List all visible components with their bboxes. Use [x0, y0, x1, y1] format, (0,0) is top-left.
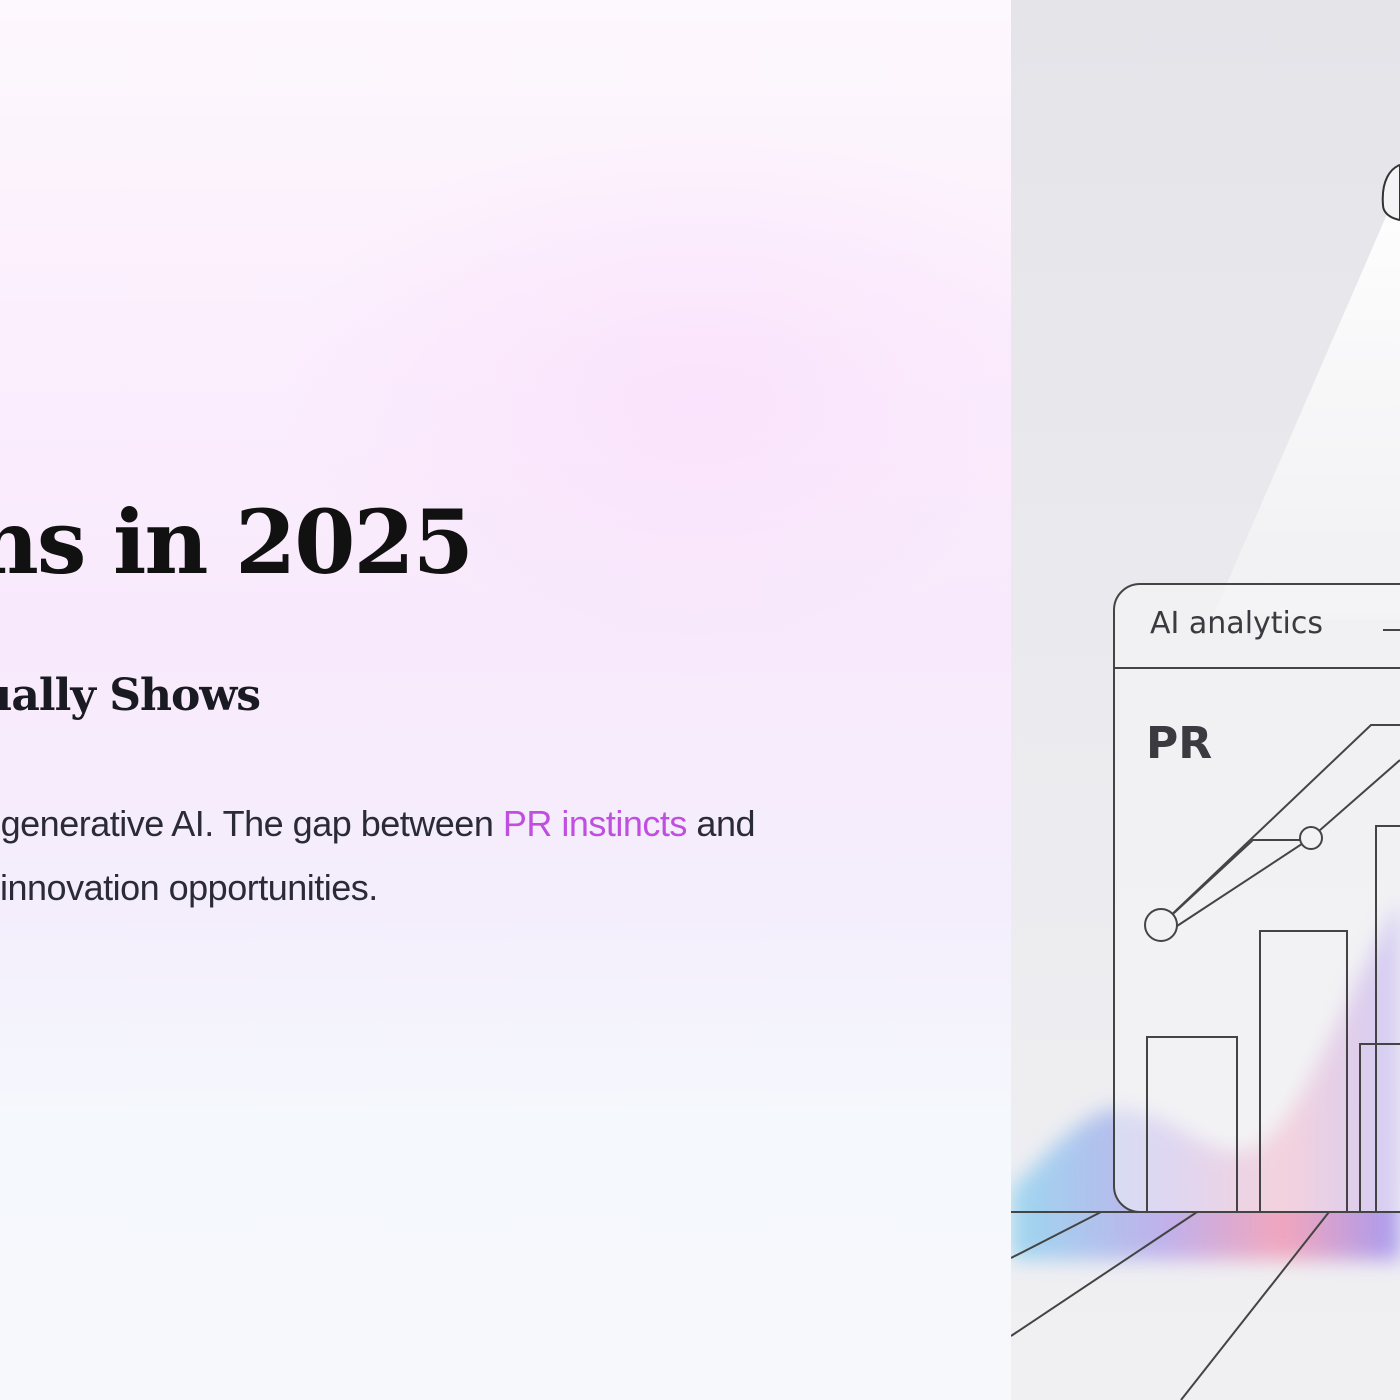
window-label: PR [1146, 718, 1213, 769]
intro-text: generative AI. The gap between [0, 803, 503, 844]
intro-text: and [686, 803, 755, 844]
page-subtitle: ually Shows [0, 670, 261, 721]
window-title: AI analytics [1150, 606, 1323, 641]
data-point [1144, 908, 1178, 942]
intro-paragraph: generative AI. The gap between PR instin… [0, 792, 756, 908]
intro-line-1: generative AI. The gap between PR instin… [0, 792, 756, 856]
lamp-icon [1381, 163, 1400, 222]
data-point [1299, 826, 1323, 850]
light-beam [1211, 205, 1400, 620]
hero-illustration: AI analytics PR [1011, 0, 1400, 1400]
trend-line [1165, 724, 1400, 921]
page-title: ths in 2025 [0, 490, 474, 594]
analytics-illustration [1011, 163, 1400, 1400]
intro-line-2: innovation opportunities. [0, 867, 378, 908]
pr-instincts-highlight: PR instincts [502, 803, 688, 844]
analytics-window [1113, 583, 1400, 1213]
background-glow [0, 0, 1011, 1400]
